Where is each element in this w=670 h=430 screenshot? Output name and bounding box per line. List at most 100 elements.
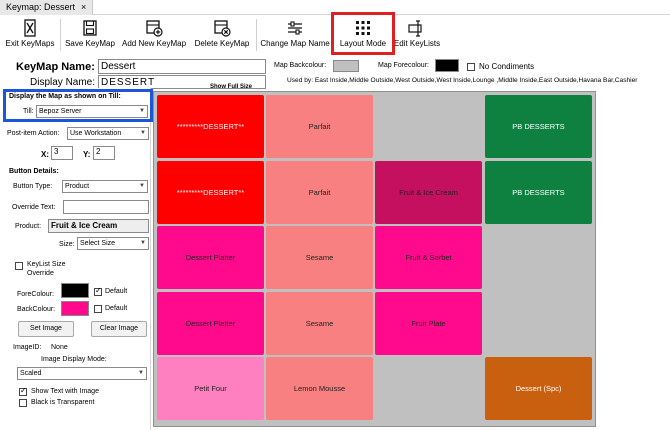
button-details-title: Button Details: bbox=[9, 168, 59, 175]
keymap-key-button[interactable]: *********DESSERT** bbox=[157, 161, 264, 224]
window-tab[interactable]: Keymap: Dessert × bbox=[0, 0, 94, 15]
keymap-key-button[interactable]: Fruit Plate bbox=[375, 292, 482, 355]
chevron-down-icon: ▼ bbox=[139, 183, 145, 189]
keymap-name-label: KeyMap Name: bbox=[16, 61, 95, 73]
add-new-keymap-label: Add New KeyMap bbox=[121, 39, 187, 48]
backcolour-default-label: Default bbox=[105, 305, 128, 312]
edit-keylists-label: Edit KeyLists bbox=[393, 39, 441, 48]
button-type-label: Button Type: bbox=[13, 183, 53, 190]
keymap-name-input[interactable]: Dessert bbox=[98, 59, 266, 74]
image-id-label: ImageID: bbox=[13, 344, 42, 351]
display-map-title: Display the Map as shown on Till: bbox=[9, 93, 121, 100]
image-display-mode-value: Scaled bbox=[20, 370, 42, 377]
keymap-key-button[interactable]: PB DESSERTS bbox=[485, 161, 592, 224]
change-map-name-button[interactable]: Change Map Name bbox=[260, 15, 330, 55]
keylist-size-override-label: KeyList Size Override bbox=[27, 261, 66, 277]
x-input[interactable]: 3 bbox=[51, 146, 73, 160]
keymap-grid: *********DESSERT** Parfait PB DESSERTS ****… bbox=[153, 91, 596, 427]
exit-keymaps-button[interactable]: Exit KeyMaps bbox=[4, 15, 56, 55]
delete-keymap-button[interactable]: Delete KeyMap bbox=[192, 15, 252, 55]
backcolour-label: BackColour: bbox=[17, 306, 56, 313]
map-forecolour-label: Map Forecolour: bbox=[378, 62, 429, 69]
save-keymap-button[interactable]: Save KeyMap bbox=[64, 15, 116, 55]
map-backcolour-label: Map Backcolour: bbox=[274, 62, 327, 69]
keymap-key-button[interactable]: Dessert (Spc) bbox=[485, 357, 592, 420]
size-select-value: Select Size bbox=[80, 240, 116, 247]
x-label: X: bbox=[41, 150, 49, 159]
keymap-key-button[interactable]: *********DESSERT** bbox=[157, 95, 264, 158]
edit-keylists-icon bbox=[408, 20, 422, 37]
backcolour-swatch[interactable] bbox=[61, 301, 89, 316]
keymap-key-button[interactable]: Petit Four bbox=[157, 357, 264, 420]
image-display-mode-select[interactable]: Scaled ▼ bbox=[17, 367, 147, 380]
show-full-size-link[interactable]: Show Full Size bbox=[210, 84, 253, 90]
chevron-down-icon: ▼ bbox=[138, 370, 144, 376]
keymap-key-button[interactable]: Dessert Platter bbox=[157, 226, 264, 289]
save-icon bbox=[83, 20, 97, 36]
forecolour-default-checkbox[interactable] bbox=[94, 286, 102, 296]
edit-keylists-button[interactable]: Edit KeyLists bbox=[393, 15, 441, 55]
chevron-down-icon: ▼ bbox=[140, 130, 146, 136]
forecolour-label: ForeColour: bbox=[17, 291, 54, 298]
map-backcolour-swatch[interactable] bbox=[333, 60, 359, 72]
toolbar-divider bbox=[60, 19, 61, 51]
forecolour-default-label: Default bbox=[105, 288, 128, 295]
product-field[interactable]: Fruit & Ice Cream bbox=[48, 219, 149, 233]
keymap-key-button[interactable]: Parfait bbox=[266, 161, 373, 224]
post-item-action-label: Post-item Action: bbox=[7, 130, 60, 137]
forecolour-swatch[interactable] bbox=[61, 283, 89, 298]
map-forecolour-swatch[interactable] bbox=[435, 59, 459, 72]
size-select[interactable]: Select Size ▼ bbox=[77, 237, 149, 250]
exit-icon bbox=[24, 19, 36, 37]
display-name-input[interactable]: DESSERT bbox=[98, 75, 266, 89]
till-select[interactable]: Bepoz Server ▼ bbox=[36, 105, 148, 118]
backcolour-default-checkbox[interactable] bbox=[94, 305, 102, 313]
y-label: Y: bbox=[83, 150, 91, 159]
black-transparent-checkbox[interactable] bbox=[19, 399, 27, 407]
y-input[interactable]: 2 bbox=[93, 146, 115, 160]
keymap-key-button[interactable]: Parfait bbox=[266, 95, 373, 158]
keylist-size-override-checkbox[interactable] bbox=[15, 262, 23, 270]
close-tab-icon[interactable]: × bbox=[81, 2, 87, 12]
used-by-text: Used by: East Inside,Middle Outside,West… bbox=[287, 77, 638, 84]
save-keymap-label: Save KeyMap bbox=[65, 39, 115, 48]
till-select-value: Bepoz Server bbox=[39, 108, 82, 115]
size-label: Size: bbox=[59, 241, 75, 248]
exit-keymaps-label: Exit KeyMaps bbox=[5, 39, 55, 48]
add-keymap-icon bbox=[146, 20, 163, 37]
layout-mode-button[interactable]: Layout Mode bbox=[334, 15, 392, 55]
display-name-label: Display Name: bbox=[30, 77, 96, 88]
keymap-key-button[interactable]: Fruit & Sorbet bbox=[375, 226, 482, 289]
no-condiments-checkbox[interactable] bbox=[467, 63, 475, 71]
set-image-button[interactable]: Set Image bbox=[18, 321, 74, 337]
properties-panel: Display the Map as shown on Till: Till: … bbox=[3, 88, 151, 430]
grid-icon bbox=[356, 21, 370, 35]
toolbar: Exit KeyMaps Save KeyMap Add New KeyMap … bbox=[0, 15, 670, 55]
chevron-down-icon: ▼ bbox=[140, 240, 146, 246]
override-text-label: Override Text: bbox=[12, 204, 56, 211]
chevron-down-icon: ▼ bbox=[139, 108, 145, 114]
button-type-select[interactable]: Product ▼ bbox=[62, 180, 148, 193]
window-title: Keymap: Dessert bbox=[6, 2, 76, 12]
keymap-key-button[interactable]: Lemon Mousse bbox=[266, 357, 373, 420]
toolbar-divider bbox=[256, 19, 257, 51]
button-type-value: Product bbox=[65, 183, 90, 190]
post-item-action-value: Use Workstation bbox=[70, 130, 122, 137]
override-text-input[interactable] bbox=[63, 200, 149, 214]
change-map-name-label: Change Map Name bbox=[260, 39, 330, 48]
keymap-key-button[interactable]: Fruit & Ice Cream bbox=[375, 161, 482, 224]
keymap-key-button[interactable]: Sesame bbox=[266, 292, 373, 355]
keymap-key-button[interactable]: Dessert Platter bbox=[157, 292, 264, 355]
keymap-key-button[interactable]: PB DESSERTS bbox=[485, 95, 592, 158]
add-new-keymap-button[interactable]: Add New KeyMap bbox=[118, 15, 190, 55]
show-text-with-image-checkbox[interactable] bbox=[19, 386, 27, 396]
image-display-mode-label: Image Display Mode: bbox=[41, 356, 107, 363]
show-text-with-image-label: Show Text with Image bbox=[31, 388, 99, 395]
clear-image-button[interactable]: Clear Image bbox=[91, 321, 147, 337]
post-item-action-select[interactable]: Use Workstation ▼ bbox=[67, 127, 149, 140]
change-name-icon bbox=[288, 21, 302, 35]
keymap-key-button[interactable]: Sesame bbox=[266, 226, 373, 289]
product-label: Product: bbox=[15, 223, 42, 230]
image-id-value: None bbox=[51, 344, 68, 351]
black-transparent-label: Black is Transparent bbox=[31, 399, 95, 406]
